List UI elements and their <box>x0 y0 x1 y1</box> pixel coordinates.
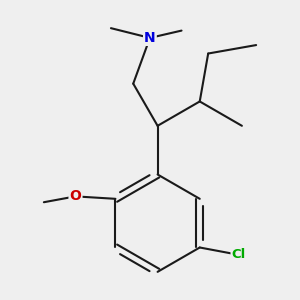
Text: O: O <box>70 189 81 203</box>
Text: Cl: Cl <box>232 248 246 261</box>
Text: N: N <box>144 31 156 45</box>
